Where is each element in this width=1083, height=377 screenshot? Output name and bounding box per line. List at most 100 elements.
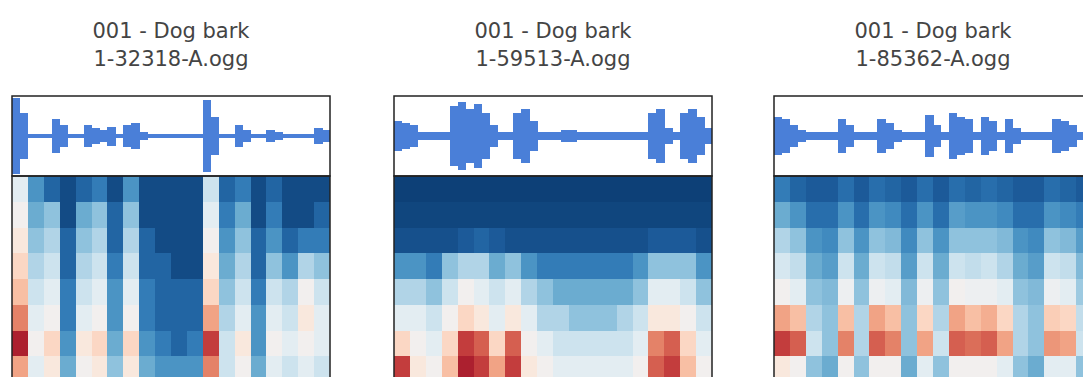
spectrogram-cell <box>617 279 634 305</box>
title: 001 - Dog bark <box>854 19 1012 43</box>
spectrogram-cell <box>917 331 934 357</box>
spectrogram-cell <box>92 176 109 202</box>
spectrogram-cell <box>633 253 650 279</box>
spectrogram-cell <box>521 202 538 228</box>
spectrogram-cell <box>997 176 1014 202</box>
spectrogram-cell <box>314 228 330 254</box>
spectrogram-cell <box>235 202 252 228</box>
spectrogram-cell <box>822 176 839 202</box>
spectrogram-cell <box>1013 279 1030 305</box>
spectrogram-cell <box>537 228 554 254</box>
spectrogram-cell <box>314 356 330 377</box>
spectrogram-cell <box>442 279 459 305</box>
spectrogram-cell <box>1076 202 1083 228</box>
spectrogram-cell <box>537 253 554 279</box>
spectrogram-cell <box>474 279 491 305</box>
waveform-bar <box>633 132 641 140</box>
waveform-bar <box>434 132 442 140</box>
spectrogram-cell <box>790 356 807 377</box>
spectrogram-cell <box>981 279 998 305</box>
spectrogram-cell <box>790 176 807 202</box>
spectrogram-cell <box>806 279 823 305</box>
spectrogram-cell <box>933 228 950 254</box>
spectrogram-cell <box>251 202 268 228</box>
spectrogram-cell <box>933 279 950 305</box>
spectrogram-cell <box>314 253 330 279</box>
spectrogram-cell <box>123 228 140 254</box>
spectrogram-cell <box>965 331 982 357</box>
spectrogram-cell <box>139 331 156 357</box>
spectrogram-cell <box>266 253 283 279</box>
spectrogram-cell <box>139 305 156 331</box>
spectrogram-cell <box>1076 356 1083 377</box>
spectrogram-cell <box>489 202 506 228</box>
waveform-bar <box>139 132 147 140</box>
spectrogram-cell <box>917 176 934 202</box>
spectrogram-cell <box>44 176 61 202</box>
spectrogram-cell <box>696 253 712 279</box>
spectrogram-cell <box>458 356 475 377</box>
spectrogram-cell <box>664 176 681 202</box>
spectrogram-cell <box>505 228 522 254</box>
spectrogram-cell <box>648 202 665 228</box>
spectrogram-cell <box>123 253 140 279</box>
spectrogram-cell <box>696 331 712 357</box>
spectrogram-cell <box>12 356 29 377</box>
spectrogram-cell <box>838 305 855 331</box>
spectrogram-cell <box>854 305 871 331</box>
spectrogram-cell <box>298 202 315 228</box>
spectrogram-cell <box>585 202 602 228</box>
spectrogram-cell <box>664 202 681 228</box>
waveform-bar <box>203 100 211 172</box>
spectrogram-cell <box>997 356 1014 377</box>
spectrogram-cell <box>1044 228 1061 254</box>
waveform-bar <box>474 104 482 169</box>
waveform-bar <box>410 125 418 148</box>
spectrogram-cell <box>949 176 966 202</box>
spectrogram-cell <box>997 228 1014 254</box>
spectrogram-cell <box>489 253 506 279</box>
spectrogram-cell <box>664 228 681 254</box>
spectrogram-cell <box>790 253 807 279</box>
spectrogram-cell <box>155 331 172 357</box>
spectrogram-cell <box>885 305 902 331</box>
spectrogram-cell <box>822 253 839 279</box>
spectrogram-cell <box>92 253 109 279</box>
waveform-bar <box>155 134 163 138</box>
spectrogram-cell <box>219 202 236 228</box>
spectrogram-cell <box>838 228 855 254</box>
spectrogram-cell <box>1060 331 1077 357</box>
spectrogram-cell <box>171 331 188 357</box>
spectrogram-cell <box>774 202 791 228</box>
spectrogram-cell <box>1028 202 1045 228</box>
waveform-bar <box>92 128 100 143</box>
spectrogram-cell <box>107 305 124 331</box>
panel: 001 - Dog bark1-59513-A.ogg <box>394 19 713 377</box>
spectrogram-cell <box>1028 176 1045 202</box>
spectrogram-cell <box>203 279 220 305</box>
spectrogram-cell <box>266 331 283 357</box>
spectrogram-cell <box>107 331 124 357</box>
spectrogram-cell <box>648 253 665 279</box>
spectrogram-cell <box>838 356 855 377</box>
waveform <box>12 98 330 174</box>
waveform-bar <box>290 134 298 138</box>
spectrogram-frame <box>12 176 330 377</box>
waveform-bar <box>774 117 782 155</box>
spectrogram-cell <box>219 176 236 202</box>
spectrogram-cell <box>965 176 982 202</box>
spectrogram-cell <box>458 253 475 279</box>
spectrogram-cell <box>854 356 871 377</box>
spectrogram-cell <box>869 305 886 331</box>
spectrogram-cell <box>187 176 204 202</box>
spectrogram-cell <box>885 176 902 202</box>
spectrogram-cell <box>155 228 172 254</box>
spectrogram-cell <box>869 253 886 279</box>
waveform-bar <box>107 127 115 146</box>
spectrogram-cell <box>997 253 1014 279</box>
spectrogram-cell <box>822 202 839 228</box>
waveform-bar <box>513 113 521 159</box>
spectrogram-cell <box>282 279 299 305</box>
spectrogram-cell <box>553 331 570 357</box>
spectrogram-cell <box>442 253 459 279</box>
